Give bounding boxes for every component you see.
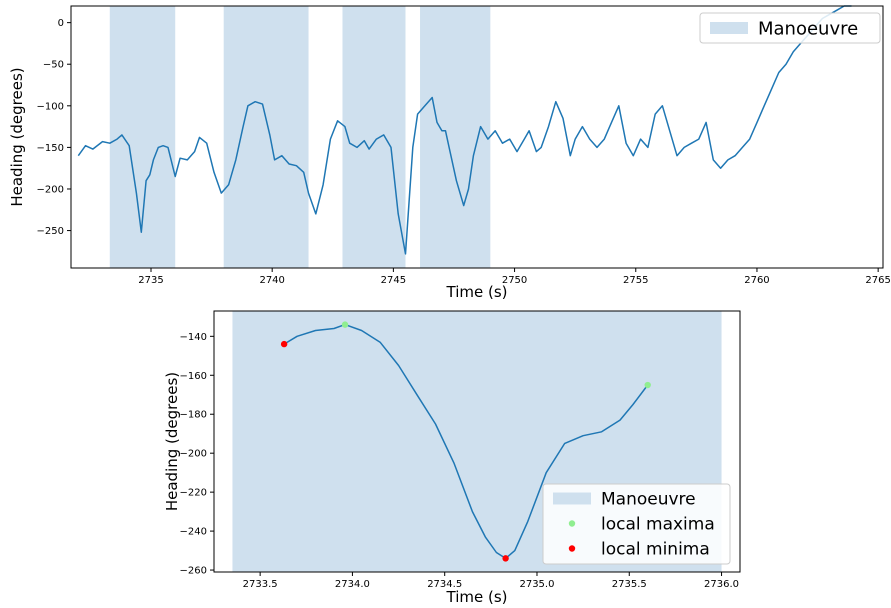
chart-2-legend-label-2: local maxima — [601, 515, 715, 535]
chart-2-x-axis-label: Time (s) — [446, 588, 508, 606]
chart-2-legend-manoeuvre-swatch — [553, 492, 591, 505]
chart-2-x-tick-label-2: 2734.0 — [335, 579, 370, 590]
chart-1-manoeuvre-span-3 — [342, 6, 406, 268]
chart-2-y-tick-label-1: −140 — [180, 332, 207, 343]
chart-2-y-tick-label-7: −260 — [180, 566, 207, 577]
chart-1-manoeuvre-span-4 — [420, 6, 491, 268]
chart-2-legend-label-3: local minima — [601, 540, 710, 560]
chart-1-y-tick-label-3: −100 — [37, 101, 64, 112]
chart-1-x-tick-label-2: 2740 — [259, 275, 284, 286]
chart-1-axes-frame — [70, 5, 884, 269]
chart-2-y-tick-label-3: −180 — [180, 410, 207, 421]
chart-1-manoeuvre-span-2 — [223, 6, 309, 268]
chart-2-legend-label-1: Manoeuvre — [601, 490, 696, 510]
chart-1-legend-manoeuvre-swatch — [710, 22, 748, 34]
chart-1-x-tick-label-1: 2735 — [138, 275, 163, 286]
chart-1-y-tick-label-5: −200 — [37, 184, 64, 195]
chart-1-legend-box — [699, 12, 881, 44]
chart-2-y-tick-label-2: −160 — [180, 371, 207, 382]
chart-2-local-maximum-point-2 — [644, 381, 651, 389]
chart-1-x-tick-label-5: 2755 — [623, 275, 648, 286]
chart-panel-2: 2733.5 2734.0 2734.5 2735.0 2735.5 2736.0 −140… — [163, 310, 741, 606]
chart-2-y-tick-label-6: −240 — [180, 527, 207, 538]
chart-2-y-tick-label-5: −220 — [180, 488, 207, 499]
chart-2-x-tick-label-6: 2736.0 — [704, 579, 739, 590]
chart-2-x-tick-label-3: 2734.5 — [427, 579, 462, 590]
chart-2-y-tick-label-4: −200 — [180, 449, 207, 460]
chart-2-local-minimum-point-2 — [502, 555, 509, 562]
chart-1-x-tick-label-7: 2765 — [865, 275, 890, 286]
chart-2-y-axis-label: Heading (degrees) — [163, 372, 181, 511]
chart-1-legend-label-1: Manoeuvre — [758, 18, 858, 39]
chart-2-x-tick-label-5: 2735.5 — [612, 579, 647, 590]
chart-panel-1: 2735 2740 2745 2750 2755 2760 2765 0 −50 −100 −150… — [8, 5, 891, 301]
chart-1-y-tick-label-4: −150 — [37, 143, 64, 154]
chart-2-legend-local-minima-marker — [568, 545, 576, 552]
chart-2-legend-local-maxima-marker — [568, 520, 576, 527]
chart-2-local-maximum-point-1 — [341, 321, 349, 328]
chart-1-x-axis-label: Time (s) — [446, 283, 508, 301]
chart-2-legend: Manoeuvre local maxima local minima — [542, 483, 731, 565]
chart-1-y-tick-label-6: −250 — [37, 226, 64, 237]
chart-1-x-tick-label-4: 2750 — [502, 275, 527, 286]
chart-1-y-axis-label: Heading (degrees) — [8, 67, 26, 206]
chart-2-x-tick-label-4: 2735.0 — [519, 579, 554, 590]
chart-1-y-tick-label-1: 0 — [58, 18, 64, 29]
chart-1-legend: Manoeuvre — [699, 12, 881, 44]
chart-2-local-minimum-point-1 — [280, 340, 288, 348]
chart-2-axes-frame — [213, 310, 741, 573]
chart-2-x-tick-label-1: 2733.5 — [243, 579, 278, 590]
chart-1-heading-line — [77, 5, 852, 255]
chart-1-x-tick-label-6: 2760 — [744, 275, 769, 286]
chart-1-y-tick-label-2: −50 — [43, 60, 64, 71]
chart-1-x-tick-label-3: 2745 — [381, 275, 406, 286]
